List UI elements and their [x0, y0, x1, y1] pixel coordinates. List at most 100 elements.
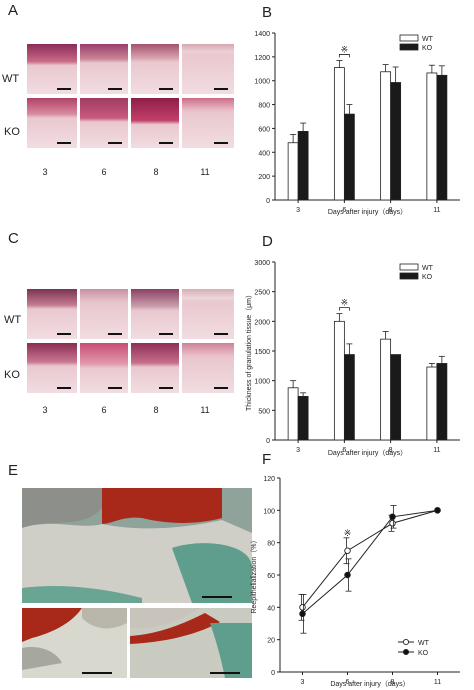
scale-bar — [57, 142, 71, 144]
y-tick-label: 600 — [258, 126, 270, 133]
panel-c-micrograph-tile — [80, 289, 128, 339]
y-tick-label: 120 — [263, 476, 275, 483]
bar-ko — [390, 82, 402, 201]
y-tick-label: 0 — [271, 670, 275, 677]
scale-bar — [108, 387, 122, 389]
significance-mark: ※ — [341, 298, 349, 308]
x-tick-label: 6 — [346, 679, 350, 686]
x-tick-label: 3 — [296, 207, 300, 214]
x-axis-label: Days after injury（days） — [330, 680, 409, 688]
y-axis-label: Thickness of granulation tissue（μm） — [245, 291, 253, 411]
bar-ko — [343, 354, 355, 441]
legend-swatch-ko — [399, 43, 419, 51]
line-wt — [302, 509, 438, 608]
scale-bar — [214, 142, 228, 144]
y-tick-label: 100 — [263, 508, 275, 515]
panel-c-row-label-ko: KO — [4, 369, 20, 381]
bar-ko — [297, 395, 309, 441]
y-tick-label: 2000 — [254, 319, 270, 326]
bar-wt — [426, 72, 438, 201]
panel-c-day-label: 11 — [200, 405, 210, 415]
y-tick-label: 0 — [266, 438, 270, 445]
y-tick-label: 40 — [267, 605, 275, 612]
legend-label: KO — [422, 274, 433, 281]
legend-marker-ko — [402, 648, 410, 656]
panel-a-day-label: 3 — [42, 167, 48, 177]
scale-bar — [57, 88, 71, 90]
panel-e-micrograph-right — [130, 608, 252, 678]
bar-wt — [380, 71, 392, 201]
scale-bar — [214, 333, 228, 335]
significance-mark: ※ — [341, 44, 349, 54]
panel-a-micrograph-tile — [27, 98, 77, 148]
y-tick-label: 20 — [267, 638, 275, 645]
legend-label: KO — [422, 45, 433, 52]
panel-c-day-label: 3 — [42, 405, 48, 415]
y-tick-label: 1400 — [254, 31, 270, 38]
panel-letter: F — [262, 451, 271, 468]
scale-bar — [159, 387, 173, 389]
x-tick-label: 6 — [342, 207, 346, 214]
y-tick-label: 1500 — [254, 349, 270, 356]
panel-c-day-label: 6 — [101, 405, 107, 415]
scale-bar — [159, 142, 173, 144]
panel-a-row-label-wt: WT — [2, 73, 20, 85]
panel-c-micrograph-tile — [182, 289, 234, 339]
panel-e-micrograph-main — [22, 488, 252, 603]
line-ko — [302, 509, 438, 615]
bar-wt — [333, 67, 345, 201]
panel-a-day-label: 6 — [101, 167, 107, 177]
scale-bar — [108, 142, 122, 144]
panel-a-letter: A — [8, 2, 19, 19]
legend-label: KO — [418, 650, 429, 657]
chart-f: F 0 20 40 60 80 100 120 3 6 8 11 Days after injury（d… — [250, 451, 460, 688]
panel-c-micrograph-tile — [27, 289, 77, 339]
significance-bracket — [338, 54, 350, 58]
point-ko — [299, 610, 306, 618]
x-tick-label: 11 — [434, 679, 441, 686]
legend-label: WT — [422, 265, 434, 272]
scale-bar — [108, 333, 122, 335]
y-tick-label: 80 — [267, 541, 275, 548]
bar-wt — [426, 366, 438, 441]
bar-wt — [287, 142, 299, 201]
bar-wt — [287, 387, 299, 441]
x-tick-label: 8 — [389, 447, 393, 454]
panel-a-micrograph-tile — [80, 44, 128, 94]
y-axis-label: Reepithelialization（%） — [250, 536, 258, 613]
significance-bracket — [338, 307, 350, 311]
bar-ko — [436, 74, 448, 201]
panel-c-micrograph-tile — [182, 343, 234, 393]
point-ko — [344, 571, 351, 579]
chart-b: B 0 200 400 600 800 1000 1200 1400 3 6 8 11 Days afte… — [254, 4, 460, 216]
panel-c-micrograph-tile — [27, 343, 77, 393]
x-axis-label: Days after injury（days） — [328, 208, 407, 216]
y-tick-label: 800 — [258, 103, 270, 110]
bar-ko — [343, 113, 355, 201]
scale-bar — [57, 387, 71, 389]
panel-a-micrograph-tile — [27, 44, 77, 94]
y-tick-label: 2500 — [254, 290, 270, 297]
panel-a-micrograph-tile — [182, 98, 234, 148]
panel-letter: D — [262, 233, 273, 250]
x-tick-label: 11 — [433, 447, 440, 454]
y-tick-label: 400 — [258, 150, 270, 157]
panel-c-micrograph-tile — [80, 343, 128, 393]
bar-ko — [390, 354, 402, 441]
scale-bar — [214, 88, 228, 90]
legend-marker-wt — [402, 638, 410, 646]
panel-c-row-label-wt: WT — [4, 314, 22, 326]
y-tick-label: 1000 — [254, 79, 270, 86]
panel-a-micrograph-tile — [131, 44, 179, 94]
panel-a-day-label: 11 — [200, 167, 210, 177]
scale-bar — [108, 88, 122, 90]
x-tick-label: 6 — [342, 447, 346, 454]
panel-e-micrograph-left — [22, 608, 127, 678]
point-ko — [434, 507, 441, 514]
legend-swatch-wt — [399, 263, 419, 271]
panel-e-letter: E — [8, 462, 19, 479]
scale-bar — [159, 88, 173, 90]
point-wt — [389, 520, 396, 527]
bar-ko — [297, 131, 309, 201]
